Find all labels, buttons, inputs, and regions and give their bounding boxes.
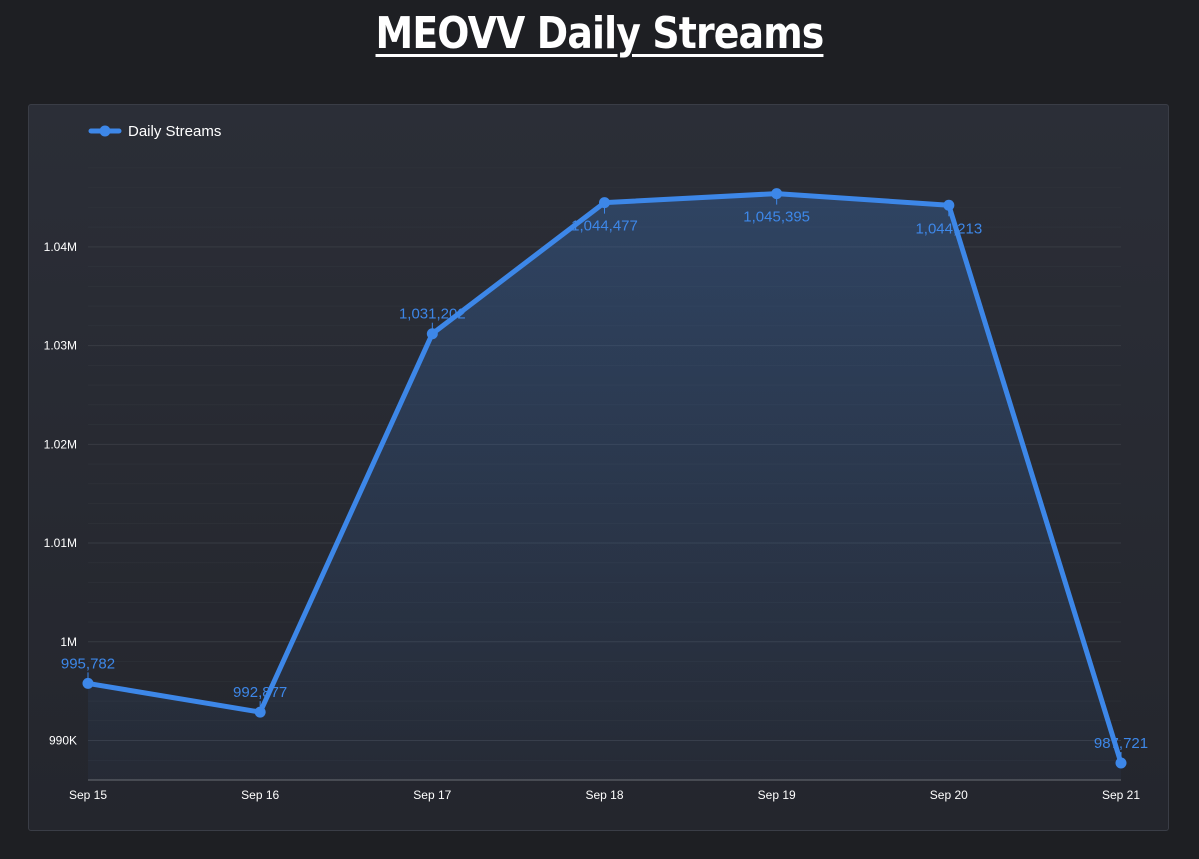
- y-tick-label: 990K: [49, 734, 77, 748]
- x-tick-label: Sep 17: [413, 788, 451, 802]
- data-point[interactable]: [943, 199, 955, 211]
- data-label: 1,045,395: [743, 209, 810, 226]
- data-label: 1,044,477: [571, 218, 638, 235]
- legend-swatch-marker: [99, 125, 111, 137]
- x-tick-label: Sep 20: [930, 788, 968, 802]
- x-tick-label: Sep 21: [1102, 788, 1140, 802]
- y-tick-label: 1.03M: [44, 339, 77, 353]
- data-point[interactable]: [82, 677, 94, 689]
- data-point[interactable]: [254, 706, 266, 718]
- y-tick-label: 1.01M: [44, 536, 77, 550]
- data-point[interactable]: [1115, 757, 1127, 769]
- data-point[interactable]: [771, 188, 783, 200]
- y-tick-label: 1.04M: [44, 240, 77, 254]
- data-label: 1,044,213: [915, 220, 982, 237]
- data-label: 992,877: [233, 684, 287, 701]
- data-label: 995,782: [61, 655, 115, 672]
- y-tick-label: 1M: [60, 635, 77, 649]
- page-title: MEOVV Daily Streams: [375, 8, 825, 59]
- y-tick-label: 1.02M: [44, 437, 77, 451]
- legend-label[interactable]: Daily Streams: [128, 123, 221, 140]
- series-area: [88, 193, 1121, 780]
- x-tick-label: Sep 19: [758, 788, 796, 802]
- data-point[interactable]: [599, 197, 610, 209]
- x-tick-label: Sep 15: [69, 788, 107, 802]
- data-point[interactable]: [426, 328, 438, 340]
- x-tick-label: Sep 16: [241, 788, 279, 802]
- data-label: 1,031,202: [399, 306, 466, 323]
- data-label: 987,721: [1094, 735, 1148, 752]
- x-tick-label: Sep 18: [585, 788, 623, 802]
